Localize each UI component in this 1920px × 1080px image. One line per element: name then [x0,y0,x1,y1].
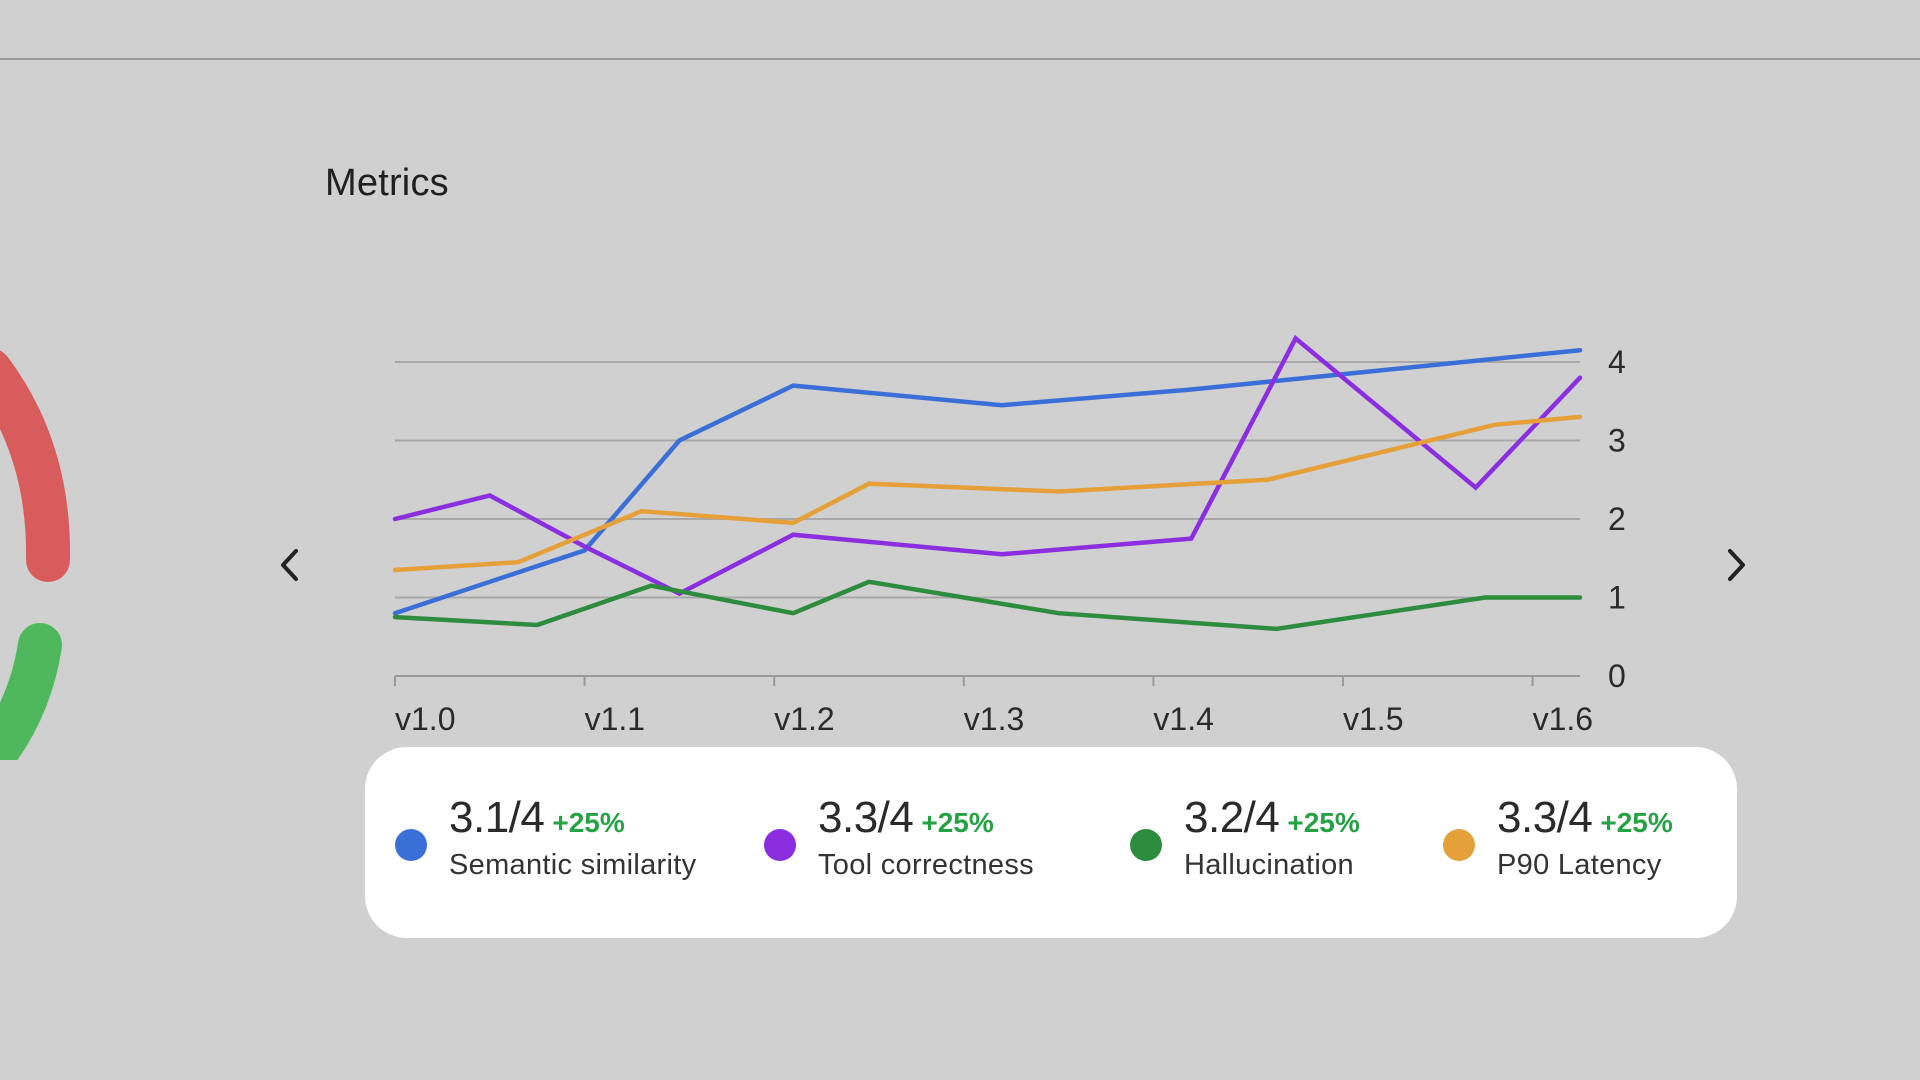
y-tick-label: 1 [1608,580,1626,616]
legend-change: +25% [1600,807,1673,838]
x-tick-label: v1.3 [964,701,1024,737]
legend-label: Semantic similarity [449,849,697,881]
next-button[interactable] [1716,540,1756,590]
gauge-red-arc [0,350,71,582]
legend-value: 3.2/4 [1184,793,1280,842]
legend-value: 3.1/4 [449,793,545,842]
legend-dot-tool-correctness [764,829,796,861]
chevron-right-icon [1728,549,1745,581]
y-tick-label: 0 [1608,658,1626,694]
series-line-semantic-similarity [392,347,1583,616]
legend-dot-hallucination [1130,829,1162,861]
legend-value: 3.3/4 [1497,793,1593,842]
x-tick-label: v1.5 [1343,701,1403,737]
legend-dot-semantic-similarity [395,829,427,861]
legend-dot-p90-latency [1443,829,1475,861]
metrics-line-chart: 0 1 2 3 4 v1.0 v1.1 v1.2 v1.3 v1.4 v1.5 v1.6 [392,334,1626,737]
gauge-fragment [0,350,71,760]
x-tick-label: v1.6 [1533,701,1593,737]
x-tick-label: v1.4 [1153,701,1213,737]
legend-change: +25% [1287,807,1360,838]
gauge-green-arc [0,623,62,760]
y-tick-label: 3 [1608,423,1626,459]
x-tick-label: v1.1 [585,701,645,737]
legend-label: P90 Latency [1497,849,1662,881]
legend-value: 3.3/4 [818,793,914,842]
series-line-tool-correctness [392,334,1583,597]
legend-change: +25% [921,807,994,838]
x-tick-label: v1.2 [774,701,834,737]
series-line-hallucination [392,579,1583,632]
legend-label: Hallucination [1184,849,1354,881]
top-divider [0,58,1920,60]
legend-change: +25% [552,807,625,838]
x-tick-label: v1.0 [395,701,455,737]
prev-button[interactable] [270,540,310,590]
y-tick-label: 2 [1608,501,1626,537]
legend-label: Tool correctness [818,849,1034,881]
chevron-left-icon [281,549,298,581]
series-line-p90-latency [392,414,1583,573]
y-tick-label: 4 [1608,344,1626,380]
page-title: Metrics [325,162,449,204]
legend-card: 3.1/4 +25% Semantic similarity 3.3/4 +25% … [365,747,1737,938]
